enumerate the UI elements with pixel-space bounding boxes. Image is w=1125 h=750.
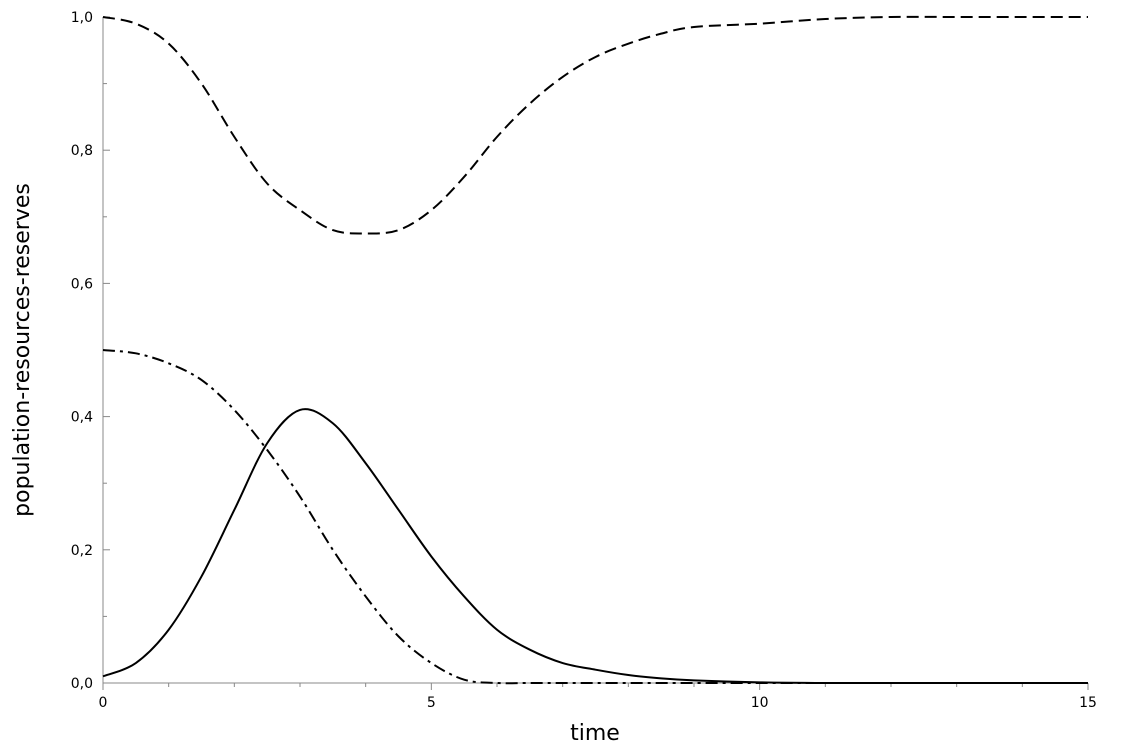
line-series — [102, 408, 1088, 685]
y-tick-label: 0,4 — [71, 410, 93, 426]
line-series — [102, 349, 1088, 685]
y-tick-label: 0,2 — [71, 543, 93, 559]
y-axis-title: population-resources-reserves — [10, 183, 35, 517]
x-tick-label: 5 — [427, 695, 436, 711]
x-axis-title: time — [570, 721, 620, 746]
x-tick-label: 10 — [751, 695, 769, 711]
x-tick-label: 15 — [1079, 695, 1097, 711]
x-tick-label: 0 — [99, 695, 108, 711]
y-tick-label: 1,0 — [71, 10, 93, 26]
y-tick-label: 0,0 — [71, 676, 93, 692]
line-series — [102, 15, 1088, 235]
y-tick-label: 0,6 — [71, 276, 93, 292]
y-tick-label: 0,8 — [71, 143, 93, 159]
